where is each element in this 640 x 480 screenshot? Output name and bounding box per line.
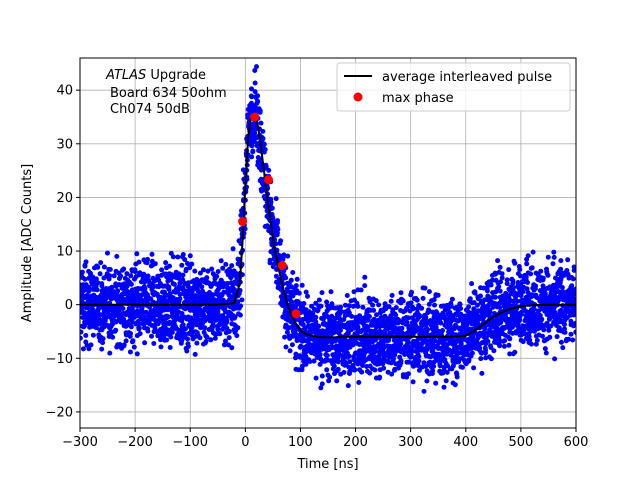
x-tick-label: −200 (117, 435, 153, 450)
legend-dot-swatch (353, 92, 363, 102)
average-line-layer (80, 113, 576, 339)
x-tick-label: 0 (241, 435, 249, 450)
plot-frame (79, 57, 577, 429)
annotation-upgrade: Upgrade (146, 68, 206, 83)
y-tick-label: 0 (65, 298, 73, 313)
max-phase-point (238, 217, 248, 227)
legend-box (336, 62, 571, 112)
y-tick-label: −20 (46, 405, 73, 420)
average-pulse-line (80, 113, 576, 339)
x-tick-label: 400 (453, 435, 478, 450)
y-tick-label: 40 (56, 84, 73, 99)
x-ticks: −300 −200 −100 0 100 200 300 400 500 600 (62, 428, 588, 450)
y-tick-label: 10 (56, 245, 73, 260)
max-phase-point (250, 112, 260, 122)
y-tick-label: −10 (46, 352, 73, 367)
y-ticks: −20 −10 0 10 20 30 40 (46, 84, 80, 420)
annotation-atlas: ATLAS (105, 68, 146, 83)
legend: average interleaved pulse max phase (336, 62, 571, 112)
legend-label-average: average interleaved pulse (382, 70, 552, 85)
x-tick-label: 100 (288, 435, 313, 450)
x-axis-label: Time [ns] (296, 457, 358, 472)
x-tick-label: 200 (343, 435, 368, 450)
max-phase-point (291, 309, 301, 319)
x-tick-label: 600 (564, 435, 589, 450)
y-axis-label: Amplitude [ADC Counts] (20, 164, 35, 322)
max-phase-point (263, 175, 273, 185)
x-tick-label: 300 (398, 435, 423, 450)
y-tick-label: 20 (56, 191, 73, 206)
y-tick-label: 30 (56, 137, 73, 152)
x-tick-label: 500 (508, 435, 533, 450)
annotation-line-2: Board 634 50ohm (110, 86, 227, 101)
annotation-line-1: ATLAS Upgrade (105, 68, 206, 83)
x-tick-label: −300 (62, 435, 98, 450)
annotation-line-3: Ch074 50dB (110, 102, 190, 117)
sample-points (80, 64, 576, 394)
annotation-block: ATLAS Upgrade Board 634 50ohm Ch074 50dB (105, 68, 227, 117)
max-phase-point (277, 261, 287, 271)
max-phase-layer (238, 112, 301, 319)
sample-point-cloud (80, 64, 576, 394)
legend-label-max-phase: max phase (382, 91, 454, 106)
x-tick-label: −100 (172, 435, 208, 450)
